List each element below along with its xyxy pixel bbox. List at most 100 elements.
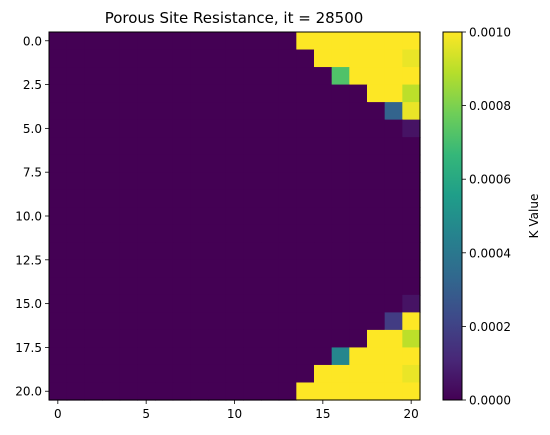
heatmap-cell: [190, 50, 208, 68]
heatmap-cell: [332, 330, 350, 348]
heatmap-cell: [402, 32, 420, 50]
x-tick-label: 0: [54, 407, 62, 421]
heatmap-cell: [226, 382, 244, 400]
heatmap-cell: [120, 207, 138, 225]
heatmap-cell: [67, 295, 85, 313]
heatmap-cell: [120, 365, 138, 383]
heatmap-cell: [332, 312, 350, 330]
heatmap-cell: [261, 172, 279, 190]
heatmap-cell: [155, 312, 173, 330]
heatmap-cell: [226, 242, 244, 260]
heatmap-cell: [296, 50, 314, 68]
heatmap-cell: [67, 190, 85, 208]
heatmap-cell: [349, 120, 367, 138]
heatmap-cell: [314, 172, 332, 190]
heatmap-cell: [155, 382, 173, 400]
heatmap-cell: [332, 260, 350, 278]
heatmap-cell: [226, 225, 244, 243]
heatmap-cell: [120, 190, 138, 208]
heatmap-cell: [67, 225, 85, 243]
heatmap-cell: [155, 347, 173, 365]
heatmap-cell: [279, 85, 297, 103]
heatmap-cell: [190, 382, 208, 400]
heatmap-cell: [349, 312, 367, 330]
heatmap-cell: [243, 277, 261, 295]
heatmap-cell: [102, 330, 120, 348]
heatmap-cell: [173, 32, 191, 50]
heatmap-cell: [261, 102, 279, 120]
heatmap-cell: [402, 172, 420, 190]
heatmap-cell: [49, 32, 67, 50]
heatmap-cell: [226, 295, 244, 313]
colorbar: [443, 32, 462, 400]
heatmap-cell: [208, 172, 226, 190]
heatmap-cell: [102, 225, 120, 243]
heatmap-cell: [190, 347, 208, 365]
heatmap-cell: [243, 67, 261, 85]
heatmap-cell: [173, 120, 191, 138]
heatmap-cell: [402, 120, 420, 138]
heatmap-cell: [296, 382, 314, 400]
heatmap-cell: [120, 312, 138, 330]
heatmap-cell: [243, 260, 261, 278]
heatmap-cell: [243, 32, 261, 50]
heatmap-cell: [137, 172, 155, 190]
heatmap-cell: [385, 85, 403, 103]
heatmap-cell: [385, 347, 403, 365]
heatmap-cell: [173, 67, 191, 85]
heatmap-cell: [385, 330, 403, 348]
heatmap-cell: [67, 365, 85, 383]
x-tick-label: 5: [142, 407, 150, 421]
heatmap-cell: [349, 155, 367, 173]
heatmap-cell: [349, 190, 367, 208]
heatmap-cell: [120, 50, 138, 68]
heatmap-cell: [279, 137, 297, 155]
heatmap-cell: [314, 242, 332, 260]
heatmap-cell: [155, 137, 173, 155]
heatmap-cell: [137, 120, 155, 138]
heatmap-cell: [67, 102, 85, 120]
heatmap-cell: [402, 85, 420, 103]
heatmap-cell: [367, 242, 385, 260]
heatmap-cell: [84, 260, 102, 278]
heatmap-cell: [367, 225, 385, 243]
heatmap-cell: [102, 85, 120, 103]
heatmap-cell: [155, 32, 173, 50]
heatmap-cell: [120, 242, 138, 260]
heatmap-cell: [332, 32, 350, 50]
heatmap-cell: [367, 137, 385, 155]
heatmap-cell: [84, 67, 102, 85]
heatmap-cell: [261, 242, 279, 260]
heatmap-cell: [173, 190, 191, 208]
colorbar-axis: 0.0000 0.0002 0.0004 0.0006 0.0008 0.0010: [462, 26, 511, 408]
heatmap-cell: [385, 295, 403, 313]
heatmap-cell: [155, 207, 173, 225]
heatmap-cell: [261, 225, 279, 243]
heatmap-cell: [190, 172, 208, 190]
heatmap-cell: [137, 277, 155, 295]
heatmap-cell: [84, 172, 102, 190]
heatmap-cell: [173, 155, 191, 173]
heatmap-cell: [279, 365, 297, 383]
heatmap-cell: [49, 207, 67, 225]
heatmap-cell: [296, 102, 314, 120]
heatmap-cell: [137, 295, 155, 313]
heatmap-cell: [402, 365, 420, 383]
y-tick-label: 10.0: [15, 210, 42, 224]
heatmap-cell: [226, 312, 244, 330]
heatmap-cell: [49, 365, 67, 383]
heatmap-cell: [102, 277, 120, 295]
heatmap-cell: [279, 225, 297, 243]
heatmap-cell: [261, 260, 279, 278]
heatmap-cell: [173, 102, 191, 120]
heatmap-cell: [349, 207, 367, 225]
heatmap-cell: [173, 277, 191, 295]
heatmap-cell: [208, 330, 226, 348]
heatmap-cell: [173, 172, 191, 190]
heatmap-cell: [49, 347, 67, 365]
heatmap-cell: [49, 312, 67, 330]
heatmap-cell: [332, 295, 350, 313]
heatmap-cell: [314, 32, 332, 50]
heatmap-cell: [279, 190, 297, 208]
heatmap-cell: [120, 172, 138, 190]
